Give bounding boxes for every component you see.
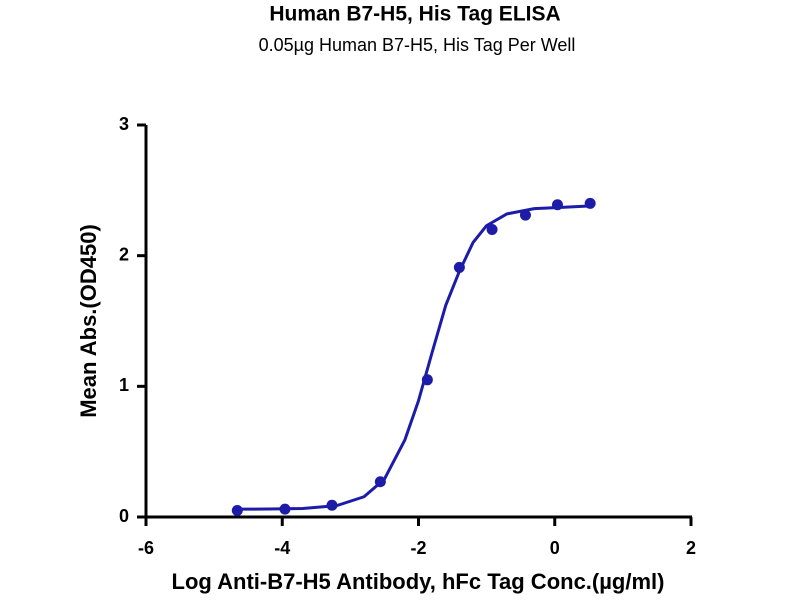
x-tick-label: -2 — [410, 538, 426, 558]
fit-curve — [234, 204, 589, 511]
data-point — [279, 503, 291, 515]
data-point — [326, 499, 338, 511]
data-point — [519, 209, 531, 221]
data-point — [374, 476, 386, 488]
data-point — [551, 199, 563, 211]
data-point — [231, 504, 243, 516]
y-tick-label: 0 — [119, 506, 129, 526]
y-axis-label: Mean Abs.(OD450) — [76, 224, 101, 418]
y-tick-label: 2 — [119, 244, 129, 264]
data-point — [421, 374, 433, 386]
y-tick-label: 1 — [119, 375, 129, 395]
x-axis-label: Log Anti-B7-H5 Antibody, hFc Tag Conc.(µ… — [172, 569, 665, 594]
x-tick-label: 0 — [550, 538, 560, 558]
data-point — [486, 224, 498, 236]
data-point — [584, 197, 596, 209]
chart-title: Human B7-H5, His Tag ELISA — [269, 3, 560, 26]
data-point — [453, 261, 465, 273]
x-tick-label: -6 — [138, 538, 154, 558]
x-tick-label: 2 — [686, 538, 696, 558]
chart-subtitle: 0.05µg Human B7-H5, His Tag Per Well — [259, 35, 576, 55]
y-tick-label: 3 — [119, 114, 129, 134]
x-tick-label: -4 — [274, 538, 290, 558]
